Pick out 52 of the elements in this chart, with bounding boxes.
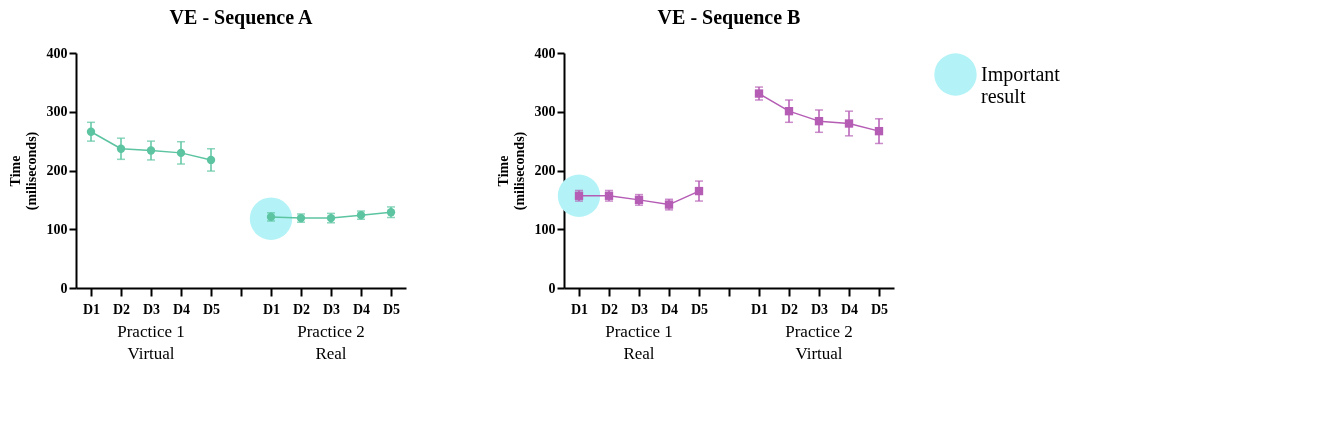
x-tick-label: D4 — [840, 301, 859, 317]
x-tick-label: D2 — [112, 301, 131, 317]
text: Practice 1 Virtual — [117, 322, 185, 363]
y-tick-label: 200 — [534, 163, 556, 178]
point — [146, 146, 156, 155]
y-tick-label: 200 — [46, 163, 68, 178]
chart-title: VE - Sequence A — [169, 6, 313, 29]
y-tick-label: 100 — [534, 221, 556, 237]
x-tick-label: D4 — [660, 301, 679, 317]
x-tick-label: D1 — [750, 301, 769, 317]
y-axis-title: Time (miliseconds) — [495, 131, 528, 211]
point — [814, 116, 824, 126]
point — [754, 89, 764, 98]
x-tick-label: D4 — [352, 301, 371, 317]
point — [206, 155, 216, 165]
chart-title: VE - Sequence B — [657, 6, 801, 29]
x-tick-label: D3 — [810, 301, 829, 317]
x-tick-label: D3 — [322, 301, 341, 317]
x-tick-label: D2 — [292, 301, 311, 317]
y-tick-label: 300 — [534, 104, 556, 120]
x-tick-label: D1 — [82, 301, 101, 317]
x-tick-label: D2 — [600, 301, 619, 317]
x-tick-label: D5 — [870, 301, 889, 317]
point — [249, 197, 293, 240]
text: Practice 2 Virtual — [785, 322, 853, 363]
y-tick-label: 400 — [46, 45, 68, 61]
point — [176, 148, 186, 158]
x-tick-label: D5 — [382, 301, 401, 317]
point — [116, 144, 126, 153]
y-tick-label: 300 — [46, 104, 68, 120]
text: Practice 1 Real — [605, 322, 673, 363]
x-tick-label: D1 — [570, 301, 589, 317]
x-tick-label: D5 — [690, 301, 709, 317]
point — [844, 119, 854, 128]
x-tick-label: D3 — [630, 301, 649, 317]
x-tick-label: D5 — [202, 301, 221, 317]
x-tick-label: D2 — [780, 301, 799, 317]
y-tick-label: 0 — [548, 280, 556, 296]
point — [86, 127, 96, 136]
point — [874, 126, 884, 136]
x-tick-label: D3 — [142, 301, 161, 317]
point — [784, 106, 794, 116]
point — [557, 174, 601, 217]
y-axis-title: Time (miliseconds) — [7, 131, 40, 211]
y-tick-label: 400 — [534, 45, 556, 61]
point — [694, 186, 704, 196]
text: Practice 2 Real — [297, 322, 365, 363]
x-tick-label: D4 — [172, 301, 191, 317]
x-tick-label: D1 — [262, 301, 281, 317]
legend-label: Important result — [981, 62, 1061, 107]
y-tick-label: 0 — [60, 280, 68, 296]
y-tick-label: 100 — [46, 221, 68, 237]
